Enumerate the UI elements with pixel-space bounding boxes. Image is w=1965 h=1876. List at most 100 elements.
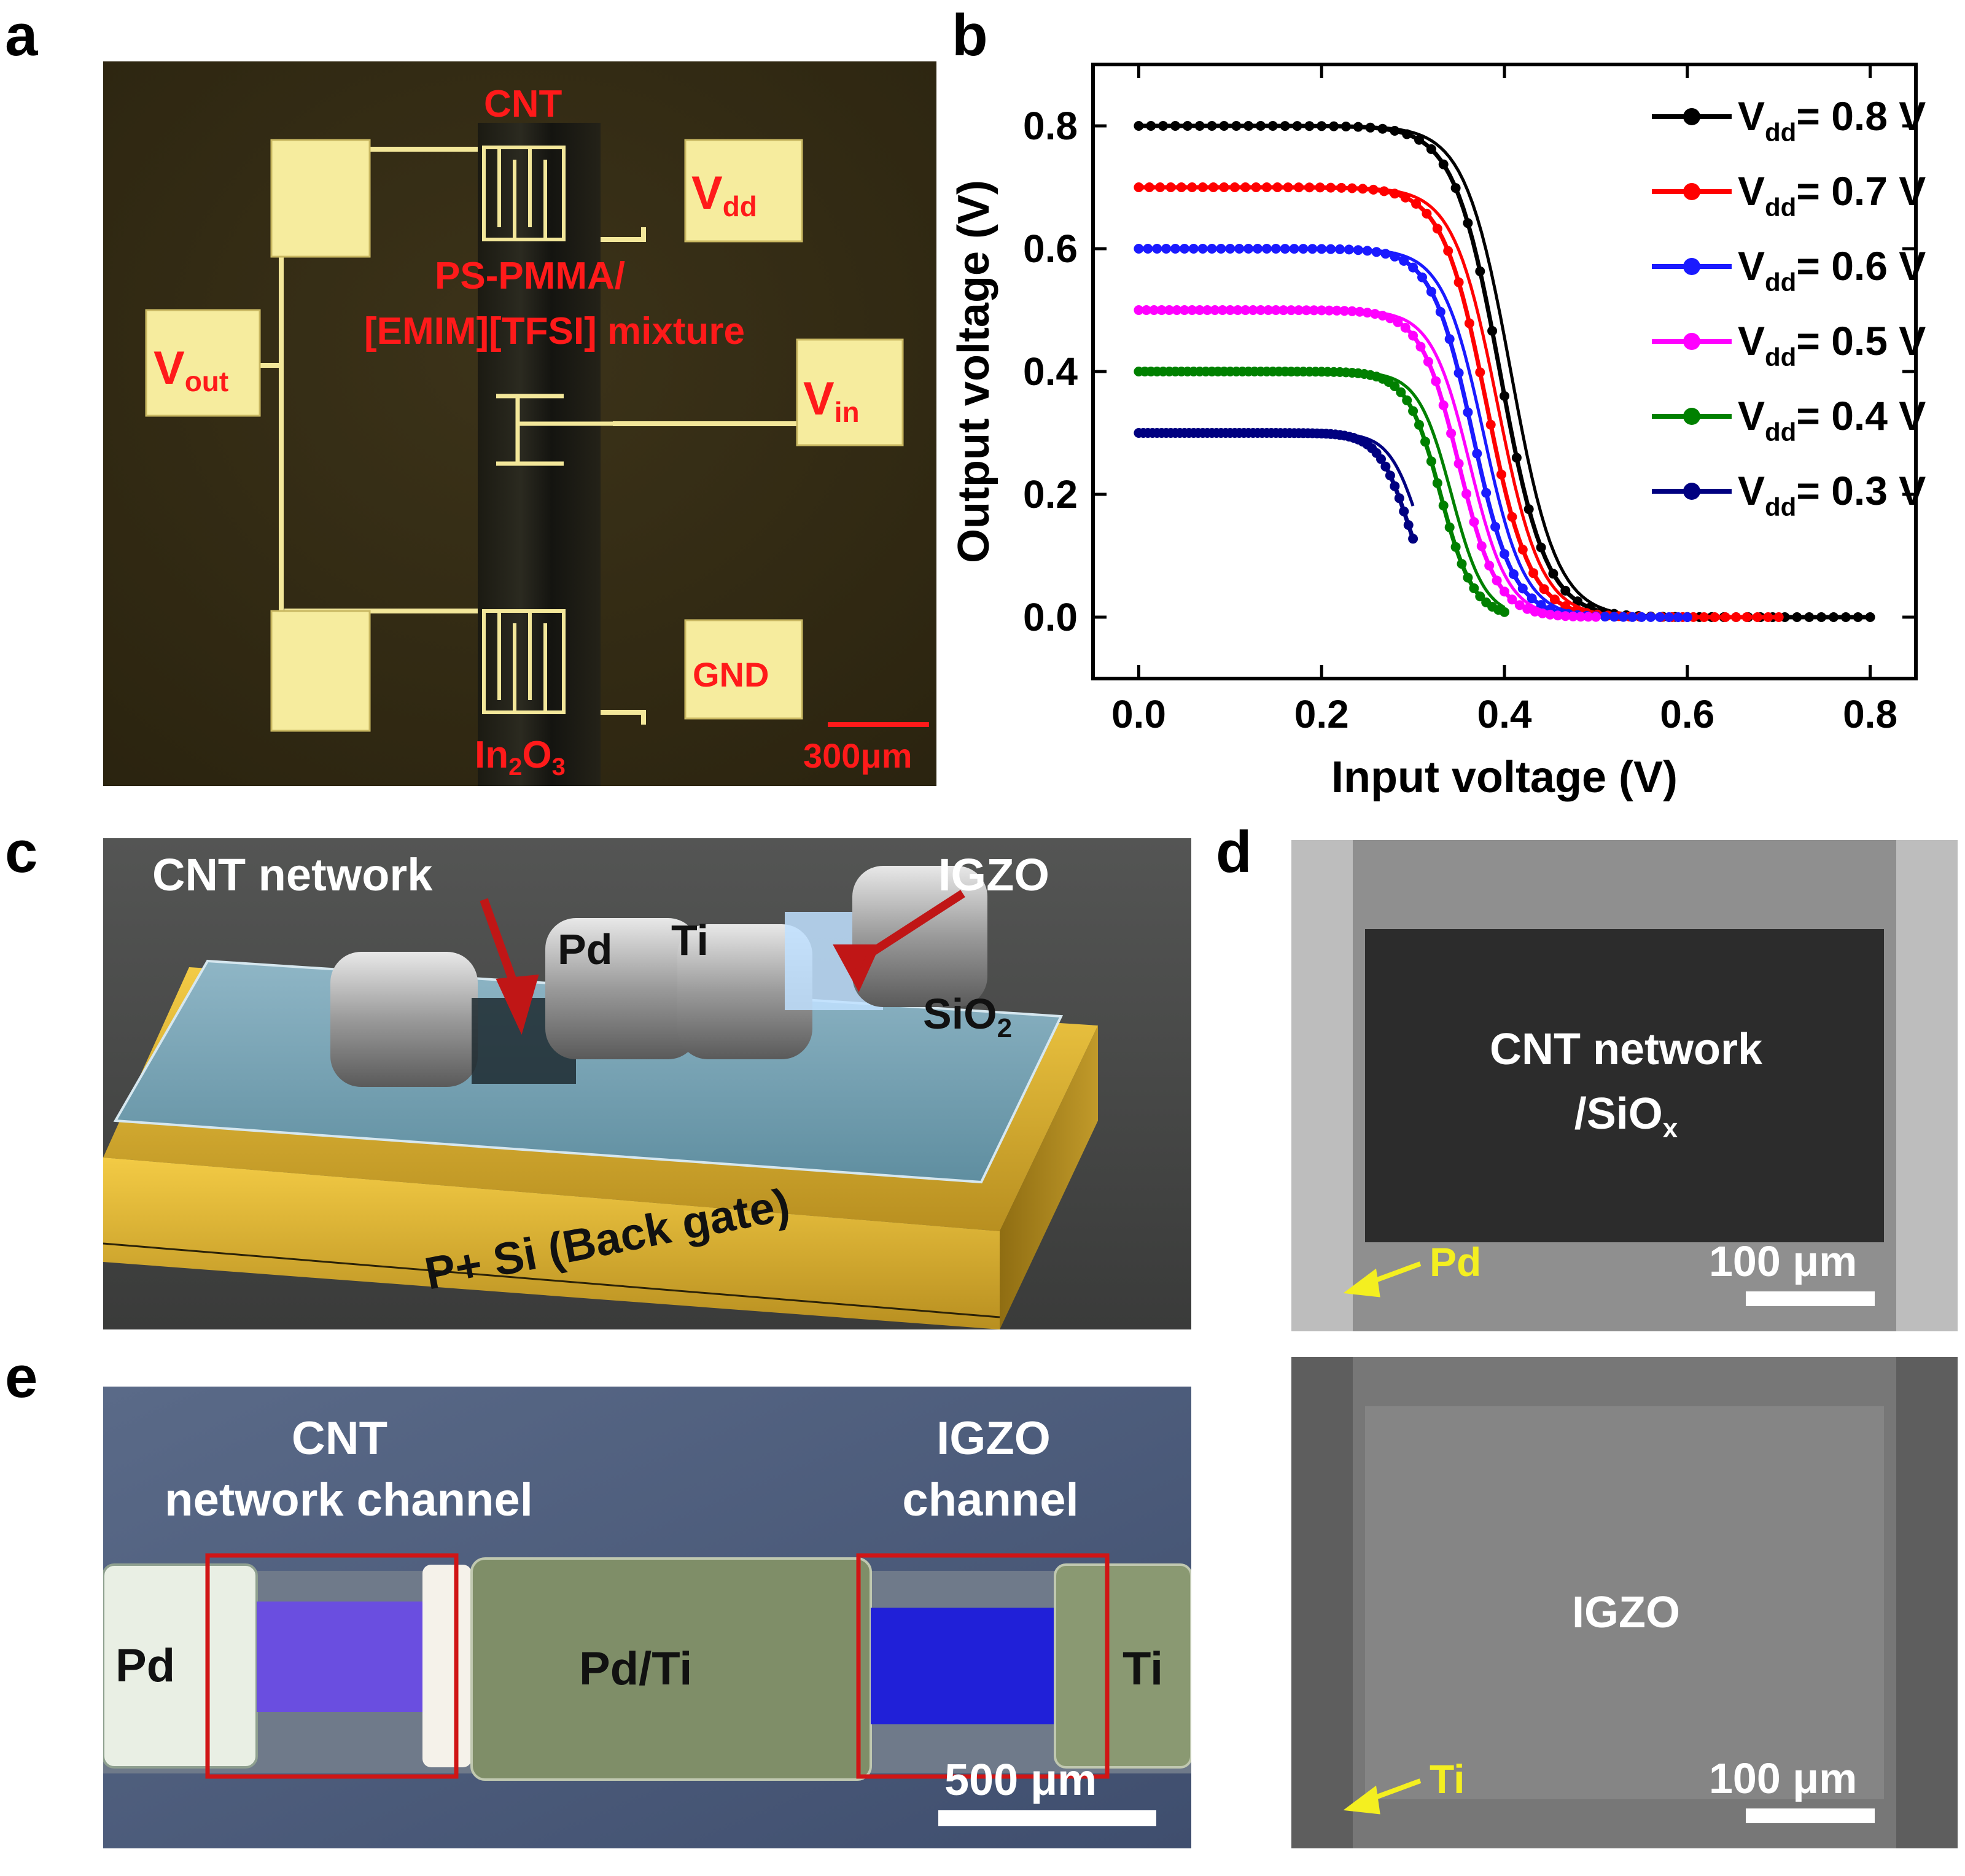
panel-e-scale-bar: [938, 1810, 1156, 1826]
data-point: [1390, 126, 1400, 136]
legend-entry: Vdd= 0.5 V: [1652, 318, 1926, 372]
panel-a-scale-label: 300μm: [803, 736, 912, 775]
sem-bottom-channel: [1365, 1406, 1884, 1799]
label-cnt-network-d: CNT network: [1490, 1025, 1763, 1074]
data-point: [1508, 569, 1519, 579]
data-point: [1371, 247, 1382, 257]
label-sio2: SiO2: [923, 990, 1012, 1043]
data-point: [1417, 272, 1427, 282]
sem-top-scale-bar: [1746, 1291, 1875, 1306]
label-vin: Vin: [803, 373, 860, 428]
label-ti-e: Ti: [1123, 1643, 1163, 1695]
data-point: [1500, 586, 1509, 597]
label-vout: Vout: [154, 342, 228, 397]
legend-marker: [1683, 183, 1700, 200]
legend-marker: [1683, 483, 1700, 500]
data-point: [1492, 575, 1502, 586]
data-point: [1453, 277, 1464, 287]
data-point: [1583, 612, 1593, 622]
label-pdti-e: Pd/Ti: [579, 1643, 692, 1695]
label-mixture-line1: PS-PMMA/: [435, 255, 625, 297]
data-point: [1402, 129, 1412, 139]
y-axis-label: Output voltage (V): [949, 180, 998, 563]
data-point: [1370, 309, 1380, 319]
data-point: [1194, 121, 1205, 131]
series-vdd--0.4-v: [1134, 367, 1509, 617]
data-point: [1446, 428, 1457, 438]
sem-top-right-electrode: [1896, 840, 1958, 1331]
data-point: [1618, 612, 1628, 622]
panel-e-micrograph: CNT network channel IGZO channel Pd Pd/T…: [102, 1387, 1193, 1848]
data-point: [1304, 121, 1315, 131]
data-point: [1217, 305, 1228, 315]
data-point: [1261, 182, 1272, 192]
legend-marker: [1683, 333, 1700, 350]
legend-label: Vdd= 0.6 V: [1738, 243, 1926, 297]
data-point: [1408, 330, 1418, 341]
x-axis-label: Input voltage (V): [1331, 753, 1678, 802]
panel-d-sem-top: CNT network /SiOx Pd 100 μm: [1291, 840, 1958, 1331]
data-point: [1829, 612, 1839, 622]
data-point: [1400, 322, 1411, 333]
data-point: [1400, 192, 1411, 203]
data-point: [1234, 244, 1245, 254]
data-point: [1408, 534, 1418, 544]
data-point: [1496, 469, 1506, 480]
label-ti: Ti: [671, 916, 709, 964]
data-point: [1627, 612, 1638, 622]
data-point: [1431, 376, 1441, 386]
data-point: [1411, 198, 1422, 209]
data-point: [1528, 568, 1539, 578]
data-point: [1286, 305, 1296, 316]
panel-d-top-svg: CNT network /SiOx Pd 100 μm: [1291, 840, 1958, 1331]
data-point: [1380, 461, 1391, 472]
data-point: [1164, 305, 1175, 315]
data-point: [1414, 419, 1424, 430]
data-point: [1402, 395, 1412, 405]
data-point: [1270, 305, 1281, 315]
data-point: [1280, 244, 1290, 254]
data-point: [1385, 470, 1395, 481]
data-point: [1243, 244, 1254, 254]
data-point: [1161, 244, 1172, 254]
data-point: [1507, 512, 1517, 522]
data-point: [1368, 184, 1379, 195]
data-point: [1423, 357, 1433, 367]
data-point: [1376, 454, 1386, 464]
data-point: [1251, 182, 1261, 192]
data-point: [1353, 122, 1363, 132]
data-point: [1426, 456, 1436, 467]
data-point: [1646, 612, 1656, 622]
data-point: [1552, 610, 1563, 621]
label-network-channel: network channel: [165, 1474, 533, 1526]
panel-a-pads: [145, 139, 904, 732]
data-point: [1270, 244, 1281, 254]
x-tick-label: 0.8: [1843, 692, 1897, 736]
data-point: [1773, 612, 1784, 622]
data-point: [1420, 437, 1430, 447]
data-point: [1560, 611, 1571, 621]
electrode-ti: [677, 924, 812, 1059]
data-point: [1450, 183, 1461, 193]
data-point: [1362, 308, 1372, 318]
data-point: [1179, 305, 1189, 315]
sem-bottom-ti-arrow: [1343, 1778, 1422, 1815]
data-point: [1329, 121, 1339, 131]
data-point: [1485, 419, 1496, 430]
data-point: [1156, 305, 1167, 315]
data-point: [1158, 121, 1169, 131]
panel-a-polymer-strip: [478, 123, 601, 786]
data-point: [1560, 585, 1571, 596]
data-point: [1340, 122, 1351, 131]
panel-letter-c: c: [5, 819, 38, 885]
data-point: [1317, 244, 1327, 254]
data-point: [1816, 612, 1827, 622]
data-point: [1664, 612, 1674, 622]
legend-label: Vdd= 0.3 V: [1738, 468, 1926, 521]
data-point: [1840, 612, 1851, 622]
data-point: [1347, 306, 1357, 316]
igzo-channel-box: [856, 1553, 1110, 1779]
data-point: [1240, 305, 1251, 315]
data-point: [1225, 244, 1235, 254]
label-siox: /SiOx: [1574, 1089, 1678, 1143]
